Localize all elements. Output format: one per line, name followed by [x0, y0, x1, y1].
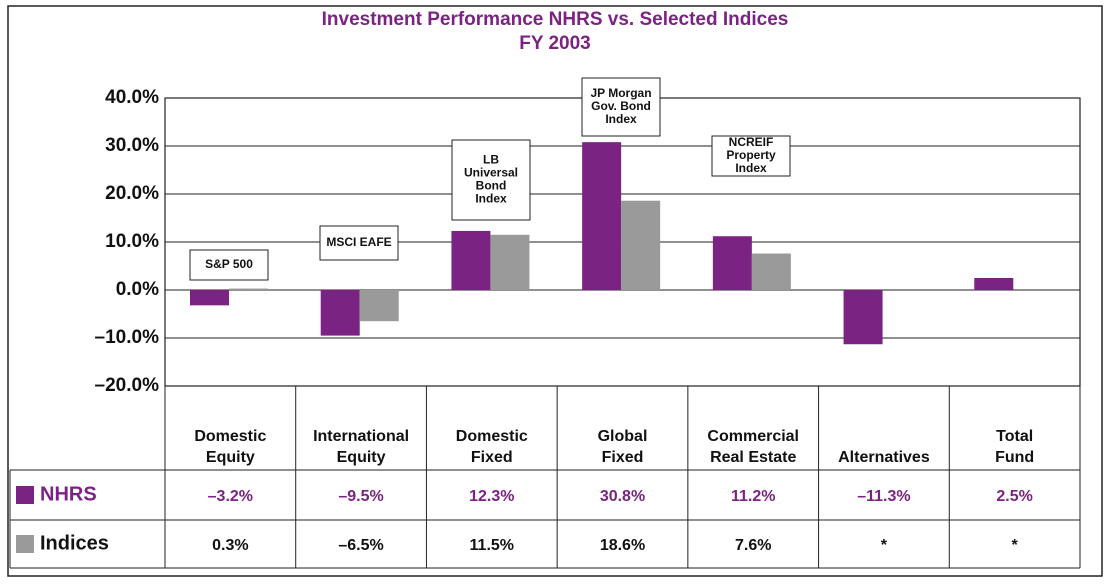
data-label: 11.5% [470, 537, 514, 554]
y-tick-label: –10.0% [95, 327, 160, 348]
annotation: Property [726, 148, 776, 162]
bar [843, 290, 883, 345]
data-label: 18.6% [600, 537, 645, 554]
bar [320, 290, 360, 336]
annotation-box [581, 77, 661, 137]
x-tick-label: Alternatives [838, 449, 930, 466]
chart-subtitle: FY 2003 [519, 33, 590, 54]
annotation: JP Morgan [590, 86, 651, 100]
data-label: –3.2% [208, 488, 253, 505]
data-label: 2.5% [996, 488, 1032, 505]
data-label: 11.2% [731, 488, 775, 505]
annotation: Index [475, 192, 507, 206]
annotation: Index [605, 112, 637, 126]
x-tick-label: Fixed [471, 449, 513, 466]
legend-swatch [16, 535, 34, 553]
annotation: Bond [476, 179, 507, 193]
x-tick-label: Domestic [456, 428, 528, 445]
annotation-box [319, 225, 399, 261]
data-label: 12.3% [469, 488, 514, 505]
bar [712, 236, 752, 290]
x-tick-label: Total [996, 428, 1033, 445]
x-tick-label: Domestic [194, 428, 266, 445]
annotation: LB [483, 153, 499, 167]
annotation-box [451, 139, 531, 221]
bar [190, 290, 229, 306]
data-label: * [881, 537, 888, 554]
chart-title: Investment Performance NHRS vs. Selected… [322, 9, 789, 30]
bar [751, 253, 791, 290]
bar [229, 288, 268, 290]
data-label: –9.5% [338, 488, 383, 505]
legend-label: Indices [40, 532, 109, 554]
annotation: Universal [464, 166, 518, 180]
bar [621, 200, 661, 290]
bar [490, 234, 530, 290]
bar [974, 278, 1014, 290]
y-tick-label: 40.0% [105, 87, 159, 108]
data-label: 0.3% [212, 537, 248, 554]
x-tick-label: Fixed [602, 449, 644, 466]
x-tick-label: Fund [995, 449, 1034, 466]
x-tick-label: Equity [337, 449, 386, 466]
data-label: 30.8% [600, 488, 645, 505]
x-tick-label: Real Estate [710, 449, 796, 466]
x-tick-label: Commercial [707, 428, 799, 445]
annotation: Gov. Bond [591, 99, 651, 113]
annotation-box [711, 135, 791, 177]
legend-label: NHRS [40, 483, 97, 505]
data-label: –11.3% [857, 488, 910, 505]
annotation: Index [735, 161, 767, 175]
data-label: –6.5% [338, 537, 383, 554]
x-tick-label: International [313, 428, 409, 445]
annotation: S&P 500 [205, 257, 253, 271]
y-tick-label: 10.0% [105, 231, 159, 252]
annotation: NCREIF [729, 135, 774, 149]
annotation-box [189, 249, 269, 281]
bar [359, 290, 399, 322]
y-tick-label: –20.0% [95, 375, 160, 396]
data-label: * [1012, 537, 1019, 554]
y-tick-label: 0.0% [116, 279, 159, 300]
frame [7, 5, 1103, 577]
y-tick-label: 30.0% [105, 135, 159, 156]
y-tick-label: 20.0% [105, 183, 159, 204]
bar [451, 230, 491, 290]
annotation: MSCI EAFE [326, 235, 391, 249]
bar [582, 142, 622, 290]
x-tick-label: Equity [206, 449, 255, 466]
x-tick-label: Global [598, 428, 648, 445]
data-label: 7.6% [735, 537, 771, 554]
legend-swatch [16, 486, 34, 504]
